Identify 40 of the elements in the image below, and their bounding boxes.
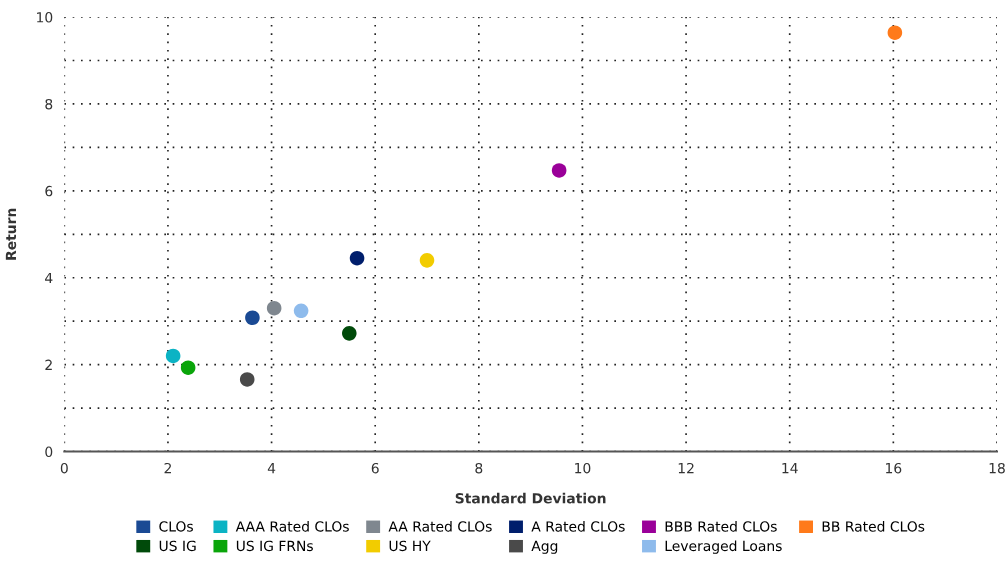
y-tick-label: 0 [45, 446, 53, 458]
point [551, 163, 567, 178]
y-tick-label: 10 [37, 12, 53, 23]
y-tick-label: 2 [45, 359, 52, 370]
x-tick-label: 2 [164, 462, 171, 474]
legend-label: CLOs [159, 521, 193, 532]
legend-label: AAA Rated CLOs [235, 520, 349, 532]
point [342, 326, 357, 341]
point [293, 303, 309, 319]
point [349, 250, 365, 266]
point [419, 253, 435, 268]
x-axis-title: Standard Deviation [455, 492, 606, 504]
point [165, 348, 181, 364]
point [245, 310, 260, 326]
x-tick-label: 14 [782, 463, 798, 474]
legend-label: AA Rated CLOs [388, 520, 492, 532]
point [239, 372, 255, 387]
x-tick-label: 18 [989, 462, 1005, 474]
legend-label: A Rated CLOs [531, 520, 625, 532]
x-tick-label: 4 [267, 463, 276, 474]
point [887, 25, 903, 40]
legend-label: BBB Rated CLOs [665, 520, 777, 532]
x-tick-label: 0 [60, 462, 68, 474]
point [180, 360, 196, 375]
legend-label: Agg [531, 540, 558, 554]
legend-label: Leveraged Loans [665, 540, 782, 554]
x-tick-label: 12 [678, 462, 694, 474]
y-tick-label: 8 [45, 98, 53, 110]
x-tick-label: 10 [575, 462, 591, 474]
legend-label: BB Rated CLOs [822, 520, 925, 532]
x-tick-label: 8 [475, 462, 483, 474]
y-axis-title: Return [5, 208, 17, 260]
legend-label: US IG FRNs [236, 540, 313, 552]
x-tick-label: 6 [371, 462, 379, 474]
y-tick-label: 4 [45, 272, 53, 284]
legend-label: US IG [159, 540, 196, 552]
x-tick-label: 16 [886, 462, 902, 474]
point [266, 300, 282, 316]
legend-label: US HY [389, 540, 431, 552]
y-tick-label: 6 [45, 185, 53, 197]
